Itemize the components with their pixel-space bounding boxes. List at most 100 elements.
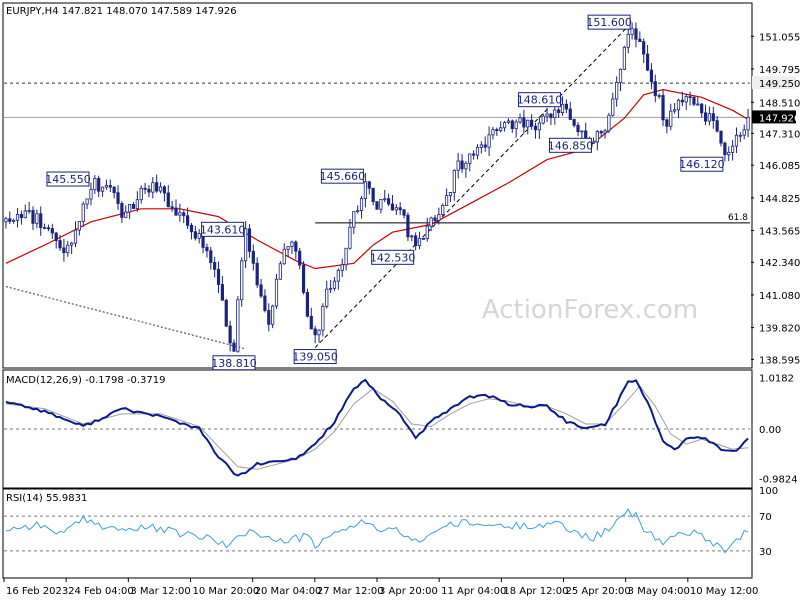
candle-body bbox=[31, 210, 35, 224]
candle-body bbox=[444, 195, 449, 206]
candle-body bbox=[317, 329, 321, 336]
candle-body bbox=[336, 269, 340, 282]
price-axis-label: 139.820 bbox=[759, 324, 800, 335]
candle-body bbox=[684, 96, 688, 103]
resistance-tag-bg bbox=[752, 76, 796, 90]
candle-body bbox=[224, 299, 228, 327]
x-axis-label: 20 Mar 04:00 bbox=[255, 586, 322, 597]
candle-body bbox=[77, 221, 81, 231]
candle-body bbox=[696, 103, 700, 106]
x-axis-label: 10 May 12:00 bbox=[690, 586, 759, 597]
candle-body bbox=[371, 187, 375, 203]
candle-body bbox=[348, 226, 352, 249]
moving-average-line bbox=[5, 88, 749, 270]
pivot-label: 143.610 bbox=[200, 223, 246, 236]
pivot-label-box bbox=[587, 14, 631, 30]
candle-body bbox=[158, 186, 163, 192]
candle-body bbox=[618, 68, 623, 83]
x-axis-label: 3 Mar 12:00 bbox=[130, 586, 190, 597]
candle-body bbox=[352, 211, 356, 228]
x-axis-label: 18 Apr 12:00 bbox=[503, 586, 568, 597]
candle-body bbox=[85, 198, 89, 205]
candle-body bbox=[93, 178, 97, 191]
candle-body bbox=[263, 295, 267, 311]
candle-body bbox=[688, 96, 692, 98]
candle-body bbox=[182, 212, 186, 217]
candle-body bbox=[344, 247, 348, 266]
price-axis-label: 142.340 bbox=[759, 258, 800, 269]
candle-body bbox=[603, 130, 607, 134]
price-axis-label: 151.055 bbox=[759, 32, 800, 43]
candle-body bbox=[622, 46, 626, 70]
pivot-label-box bbox=[293, 349, 337, 365]
candle-body bbox=[723, 142, 727, 156]
candle-body bbox=[243, 228, 248, 262]
candle-body bbox=[711, 113, 715, 122]
candle-body bbox=[58, 240, 62, 249]
candle-body bbox=[50, 228, 54, 234]
candle-body bbox=[39, 213, 43, 229]
candle-body bbox=[108, 185, 112, 188]
candle-body bbox=[251, 250, 255, 264]
candle-body bbox=[456, 160, 460, 171]
candle-body bbox=[514, 121, 518, 130]
x-axis-label: 25 Apr 20:00 bbox=[566, 586, 631, 597]
pivot-label-box bbox=[212, 355, 256, 371]
x-axis-label: 16 Feb 2023 bbox=[6, 586, 68, 597]
candle-body bbox=[642, 41, 646, 55]
x-axis-label: 11 Apr 04:00 bbox=[441, 586, 506, 597]
candle-body bbox=[615, 81, 619, 100]
candle-body bbox=[626, 33, 630, 48]
candle-body bbox=[634, 28, 638, 40]
candle-body bbox=[162, 186, 167, 194]
candle-body bbox=[719, 130, 723, 144]
candle-body bbox=[70, 242, 74, 246]
candle-body bbox=[429, 217, 433, 227]
candle-body bbox=[228, 325, 232, 344]
candle-body bbox=[193, 231, 197, 239]
pivot-label: 138.810 bbox=[211, 357, 257, 370]
price-axis-label: 146.085 bbox=[759, 161, 800, 172]
price-axis-label: 144.825 bbox=[759, 194, 800, 205]
pivot-label: 145.660 bbox=[320, 170, 366, 183]
candle-body bbox=[576, 124, 580, 133]
candle-body bbox=[545, 113, 549, 117]
candle-body bbox=[329, 287, 333, 290]
candle-body bbox=[580, 130, 584, 133]
candle-body bbox=[73, 229, 78, 244]
candle-body bbox=[406, 214, 410, 238]
candle-body bbox=[731, 145, 735, 153]
candle-body bbox=[340, 264, 344, 271]
candle-body bbox=[727, 151, 731, 156]
price-axis: 151.055 149.795 148.510 147.310 146.085 144.8… bbox=[751, 32, 800, 366]
price-lines bbox=[5, 21, 749, 350]
macd-panel-frame bbox=[2, 369, 753, 489]
rsi-axis-label: 30 bbox=[759, 547, 772, 558]
candle-body bbox=[325, 288, 329, 307]
candle-body bbox=[653, 81, 657, 96]
candle-body bbox=[294, 241, 298, 252]
candle-body bbox=[572, 119, 576, 126]
candle-body bbox=[124, 211, 128, 218]
candle-body bbox=[332, 280, 337, 289]
candle-body bbox=[255, 262, 259, 286]
candle-body bbox=[715, 120, 719, 132]
candle-body bbox=[495, 129, 499, 132]
candle-body bbox=[131, 203, 136, 209]
pivot-labels: 145.550 138.810 143.610 139.050 145.660 142.5… bbox=[45, 14, 725, 371]
pivot-label: 148.610 bbox=[517, 94, 563, 107]
candle-body bbox=[553, 109, 557, 119]
rsi-axis-label: 100 bbox=[759, 486, 778, 497]
candle-body bbox=[267, 310, 271, 325]
candle-body bbox=[247, 228, 252, 252]
candle-body bbox=[475, 147, 480, 156]
candle-body bbox=[274, 278, 279, 307]
candle-body bbox=[189, 224, 194, 233]
candle-body bbox=[301, 264, 306, 293]
candle-body bbox=[143, 187, 147, 190]
candle-body bbox=[42, 227, 47, 230]
candle-body bbox=[298, 250, 302, 266]
candle-body bbox=[700, 103, 704, 114]
candle-body bbox=[472, 153, 476, 156]
